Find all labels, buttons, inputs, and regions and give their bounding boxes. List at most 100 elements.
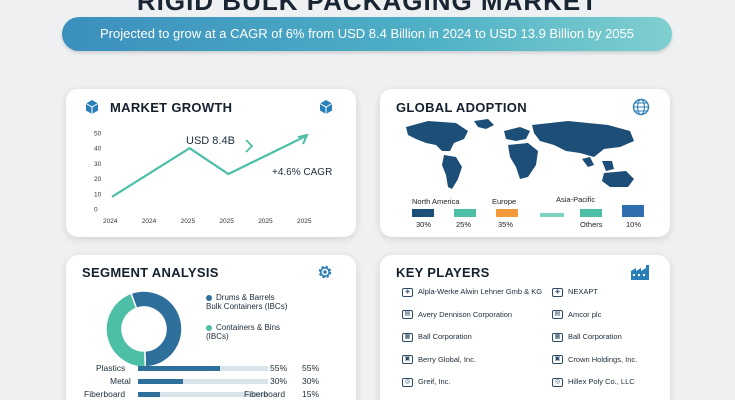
market-growth-title: MARKET GROWTH bbox=[110, 100, 233, 115]
material-bar-fill bbox=[138, 379, 183, 384]
player-item: ◈ NEXAPT bbox=[552, 287, 598, 297]
player-name: Crown Holdings, Inc. bbox=[568, 354, 638, 364]
player-name: Ball Corporation bbox=[568, 332, 622, 341]
growth-line bbox=[111, 135, 307, 198]
x-tick-label: 2025 bbox=[181, 218, 196, 225]
region-bar bbox=[454, 209, 476, 217]
player-item: ◎ Hillex Poly Co., LLC bbox=[552, 377, 635, 387]
company-logo-icon: ◎ bbox=[402, 377, 413, 387]
player-item: ▤ Amcor plc bbox=[552, 310, 601, 320]
material-label: Metal bbox=[110, 376, 131, 386]
material-bar-track bbox=[138, 379, 268, 384]
x-tick-label: 2025 bbox=[258, 218, 273, 225]
company-logo-icon: ▤ bbox=[552, 310, 563, 320]
region-bar bbox=[540, 213, 564, 217]
player-name: Hillex Poly Co., LLC bbox=[568, 377, 635, 386]
region-label: Asia-Pacific bbox=[556, 195, 596, 204]
legend-dot bbox=[206, 294, 212, 301]
segment-legend-item: Containers & Bins (IBCs) bbox=[206, 323, 280, 341]
company-logo-icon: ▣ bbox=[552, 355, 563, 365]
material-label: Fiberboard bbox=[84, 389, 126, 399]
legend-text: Containers & Bins bbox=[216, 323, 281, 332]
market-growth-card: MARKET GROWTH 50 40 30 20 10 0 2024 2024 2025 202… bbox=[66, 89, 356, 237]
material-bar-track bbox=[138, 392, 268, 397]
cube-icon bbox=[85, 100, 99, 114]
x-tick-label: 2024 bbox=[103, 218, 118, 225]
segment-analysis-title: SEGMENT ANALYSIS bbox=[82, 265, 219, 280]
gear-icon bbox=[318, 265, 332, 279]
y-tick-label: 30 bbox=[94, 161, 102, 168]
company-logo-icon: ▦ bbox=[552, 332, 563, 342]
region-percent: Others bbox=[580, 220, 603, 229]
player-item: ◎ Greif, Inc. bbox=[402, 377, 451, 387]
player-name: NEXAPT bbox=[568, 287, 599, 296]
player-name: Ball Corporation bbox=[418, 332, 472, 341]
player-item: ▣ Berry Global, Inc. bbox=[402, 355, 476, 365]
player-name: Amcor plc bbox=[568, 309, 602, 319]
world-map bbox=[406, 119, 634, 189]
y-tick-label: 50 bbox=[94, 131, 102, 138]
player-name: Berry Global, Inc. bbox=[418, 354, 476, 364]
material-label: Plastics bbox=[96, 363, 126, 373]
company-logo-icon: ▦ bbox=[402, 332, 413, 342]
player-item: ▣ Crown Holdings, Inc. bbox=[552, 355, 637, 365]
x-tick-label: 2025 bbox=[297, 218, 312, 225]
region-bar bbox=[496, 209, 518, 217]
page-title: RIGID BULK PACKAGING MARKET bbox=[136, 0, 599, 16]
y-tick-label: 20 bbox=[94, 176, 102, 183]
material-bar-fill bbox=[138, 366, 220, 371]
segment-donut-chart bbox=[105, 290, 183, 368]
y-tick-label: 0 bbox=[94, 207, 98, 214]
segment-legend-item: Drums & Barrels Bulk Containers (IBCs) bbox=[206, 293, 287, 311]
annotation-value: USD 8.4B bbox=[186, 135, 235, 147]
company-logo-icon: ▣ bbox=[402, 355, 413, 365]
banner: Projected to grow at a CAGR of 6% from U… bbox=[62, 17, 672, 51]
player-item: ▦ Ball Corporation bbox=[552, 332, 622, 342]
legend-dot bbox=[206, 324, 212, 331]
company-logo-icon: ▤ bbox=[402, 310, 413, 320]
region-percent: 25% bbox=[456, 220, 472, 229]
region-label: Europe bbox=[492, 197, 517, 206]
material-mid-value: 30% bbox=[270, 376, 288, 386]
company-logo-icon: ◈ bbox=[402, 287, 413, 297]
key-players-card: KEY PLAYERS ◈ Alpla-Werke Alwin Lehner Gm… bbox=[380, 255, 670, 400]
key-players-title: KEY PLAYERS bbox=[396, 265, 490, 280]
region-percent: 10% bbox=[626, 220, 642, 229]
player-name: Greif, Inc. bbox=[418, 377, 451, 386]
region-label: North America bbox=[412, 197, 460, 206]
legend-text: (IBCs) bbox=[206, 332, 229, 341]
player-item: ▤ Avery Dennison Corporation bbox=[402, 310, 512, 320]
player-item: ◈ Alpla-Werke Alwin Lehner Gmb & KG bbox=[402, 287, 558, 297]
material-mid-value: 55% bbox=[270, 363, 288, 373]
factory-icon bbox=[631, 265, 649, 280]
material-mid-value: Fiberboard bbox=[244, 389, 286, 399]
player-name: Avery Dennison Corporation bbox=[418, 309, 513, 319]
global-adoption-card: GLOBAL ADOPTION North America 30% Europe 25… bbox=[380, 89, 670, 237]
region-percent: 35% bbox=[498, 220, 514, 229]
segment-analysis-card: SEGMENT ANALYSIS Drums & Barrels Bulk Con… bbox=[66, 255, 356, 400]
globe-icon bbox=[632, 98, 650, 116]
chevron-right-icon bbox=[245, 139, 254, 153]
material-percent: 55% bbox=[302, 363, 320, 373]
player-item: ▦ Ball Corporation bbox=[402, 332, 472, 342]
x-tick-label: 2025 bbox=[219, 218, 234, 225]
company-logo-icon: ◈ bbox=[552, 287, 563, 297]
growth-arrow-head bbox=[297, 133, 309, 145]
region-percent: 30% bbox=[416, 220, 432, 229]
y-tick-label: 10 bbox=[94, 191, 102, 198]
material-percent: 15% bbox=[302, 389, 320, 399]
growth-line-chart: 50 40 30 20 10 0 2024 2024 2025 2025 2025 2025 bbox=[94, 131, 312, 226]
x-tick-label: 2024 bbox=[142, 218, 157, 225]
region-bar bbox=[622, 205, 644, 217]
legend-text: Bulk Containers (IBCs) bbox=[206, 302, 288, 311]
y-tick-label: 40 bbox=[94, 146, 102, 153]
region-bar bbox=[580, 209, 602, 217]
material-bar-fill bbox=[138, 392, 160, 397]
global-adoption-title: GLOBAL ADOPTION bbox=[396, 100, 527, 115]
legend-text: Drums & Barrels bbox=[216, 293, 275, 302]
company-logo-icon: ◎ bbox=[552, 377, 563, 387]
player-name: Alpla-Werke Alwin Lehner Gmb & KG bbox=[418, 287, 543, 296]
material-percent: 30% bbox=[302, 376, 320, 386]
cube-icon bbox=[319, 100, 333, 114]
donut-slice bbox=[105, 292, 147, 368]
